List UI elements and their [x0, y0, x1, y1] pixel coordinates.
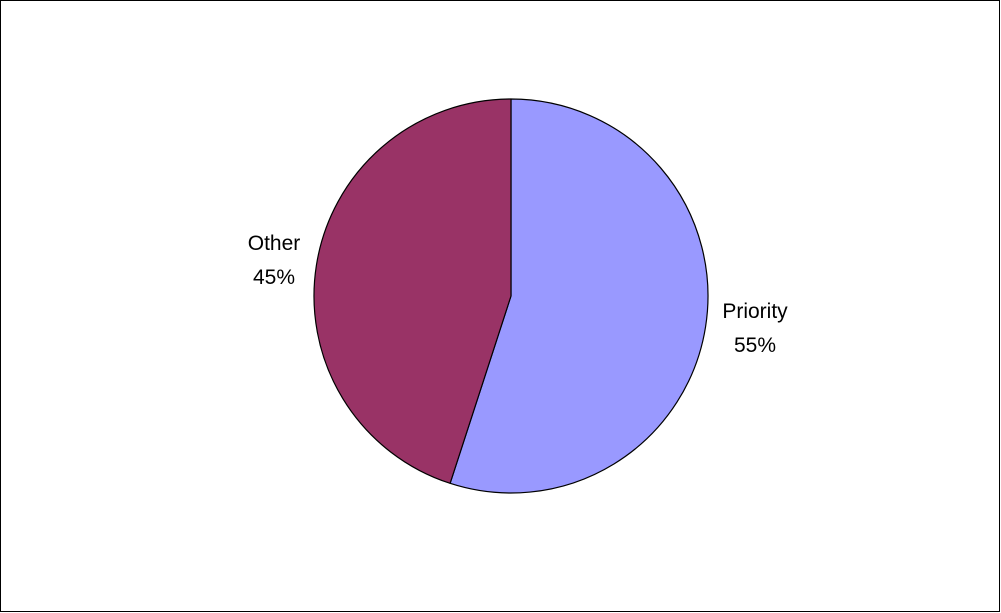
pie-slice-priority	[449, 98, 709, 494]
slice-value-other: 45%	[253, 266, 295, 289]
slice-value-priority: 55%	[734, 334, 776, 357]
pie-slice-other	[313, 98, 512, 484]
slice-label-other: Other	[248, 232, 301, 255]
pie-slices	[313, 98, 709, 494]
slice-label-priority: Priority	[722, 300, 788, 323]
